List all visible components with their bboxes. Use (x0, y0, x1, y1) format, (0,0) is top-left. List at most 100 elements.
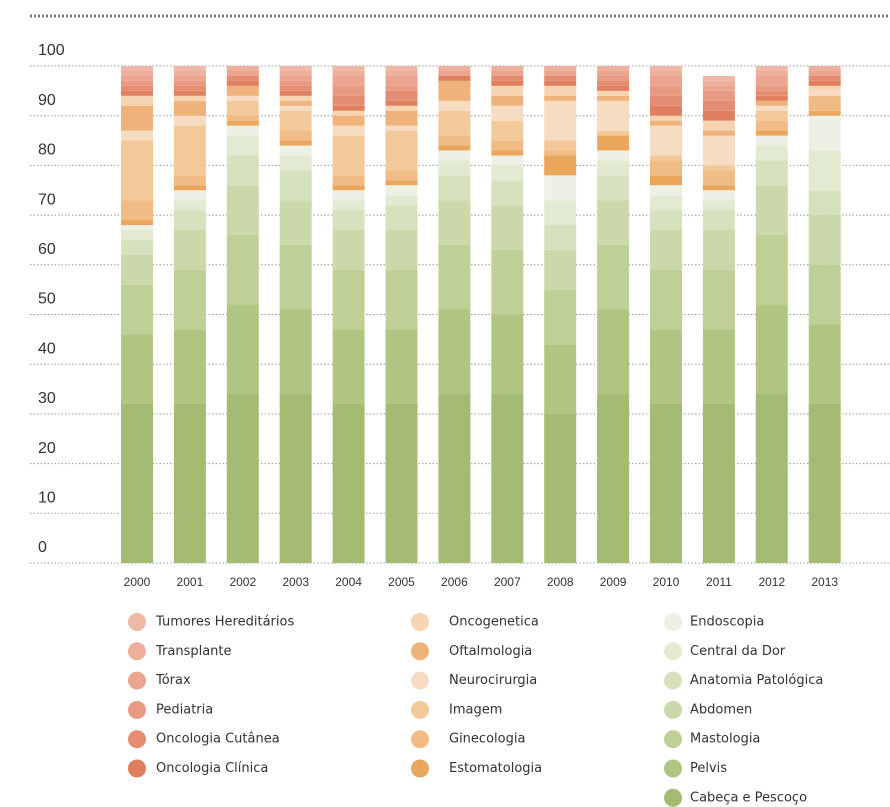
bar-segment (808, 324, 841, 404)
bar-segment (173, 125, 206, 176)
legend-swatch (128, 642, 146, 661)
bar-segment (385, 195, 418, 206)
bar-segment (597, 130, 630, 136)
bar-segment (597, 394, 630, 563)
bar-segment (173, 175, 206, 186)
bar-segment (279, 100, 312, 106)
x-tick-label: 2002 (229, 575, 256, 589)
bar-segment (597, 95, 630, 101)
bar-segment (279, 105, 312, 111)
bar-segment (702, 200, 735, 211)
bar-segment (332, 110, 365, 116)
bar-segment (121, 284, 153, 335)
bar-segment (385, 205, 418, 231)
x-tick-label: 2004 (335, 575, 362, 589)
bar-segment (226, 394, 259, 563)
bar-segment (173, 66, 206, 71)
bar-segment (650, 75, 682, 86)
bar-segment (438, 70, 471, 76)
bar-segment (808, 190, 841, 216)
legend-label: Mastologia (690, 732, 760, 747)
bar-segment (226, 95, 259, 101)
legend-swatch (128, 730, 146, 749)
bar-segment (121, 105, 153, 131)
bar-segment (491, 205, 524, 250)
legend-label: Imagem (449, 702, 502, 717)
bar-segment (173, 230, 206, 270)
x-tick-label: 2001 (177, 575, 204, 589)
bar-segment (702, 100, 735, 111)
bar-segment (173, 210, 206, 231)
bar-segment (808, 115, 841, 151)
bar-segment (544, 140, 577, 151)
bar-segment (332, 70, 365, 76)
bar-segment (385, 90, 418, 101)
bar-segment (279, 75, 312, 81)
legend-swatch (128, 613, 146, 631)
bar-segment (702, 130, 735, 136)
bar-segment (226, 135, 259, 156)
y-tick-label: 30 (38, 390, 56, 407)
bar-segment (438, 244, 471, 310)
bar-segment (121, 130, 153, 141)
legend-label: Tumores Hereditários (155, 615, 294, 630)
bar-segment (650, 160, 682, 176)
bar-segment (650, 70, 682, 76)
bar-segment (702, 110, 735, 121)
bar-segment (491, 140, 524, 151)
bar-segment (173, 85, 206, 91)
y-tick-label: 100 (38, 42, 65, 59)
legend-swatch (664, 700, 682, 719)
bar-segment (226, 125, 259, 136)
x-tick-label: 2011 (706, 575, 732, 589)
bar-segment (385, 170, 418, 181)
bar-segment (279, 130, 312, 141)
bar-segment (121, 85, 153, 91)
bar-segment (650, 403, 682, 563)
bar-segment (332, 269, 365, 330)
legend-swatch (664, 759, 682, 778)
bar-segment (491, 394, 524, 563)
legend-swatch (411, 671, 429, 690)
bar-segment (491, 70, 524, 76)
y-tick-label: 10 (38, 490, 56, 507)
bar-segment (702, 75, 735, 81)
bar-segment (121, 70, 153, 76)
y-tick-label: 50 (38, 291, 56, 308)
bar-segment (755, 70, 788, 76)
bar-segment (702, 403, 735, 563)
bar-segment (544, 155, 577, 176)
x-tick-label: 2012 (758, 575, 785, 589)
legend-label: Pelvis (690, 761, 727, 776)
bar-segment (279, 90, 312, 96)
bar-segment (597, 135, 630, 151)
bar-segment (755, 185, 788, 235)
bar-segment (438, 110, 471, 136)
x-tick-label: 2008 (547, 575, 574, 589)
bar-segment (173, 80, 206, 86)
bar-segment (755, 100, 788, 106)
bar-segment (650, 85, 682, 96)
bar-segment (702, 329, 735, 404)
bar-segment (332, 85, 365, 96)
bar-segment (438, 135, 471, 146)
bar-segment (597, 75, 630, 81)
bar-segment (650, 230, 682, 270)
x-tick-label: 2000 (124, 575, 151, 589)
bar-segment (650, 66, 682, 71)
legend-label: Oncologia Cutânea (156, 732, 280, 747)
bar-segment (173, 200, 206, 211)
bar-segment (385, 269, 418, 330)
bar-segment (808, 70, 841, 76)
bar-segment (597, 66, 630, 71)
bar-segment (491, 75, 524, 81)
bar-segment (491, 150, 524, 156)
legend-swatch (411, 700, 429, 719)
legend-swatch (411, 613, 429, 631)
bar-segment (332, 75, 365, 86)
bar-segment (597, 150, 630, 161)
bar-segment (332, 135, 365, 176)
bar-segment (702, 185, 735, 191)
bar-segment (597, 309, 630, 395)
